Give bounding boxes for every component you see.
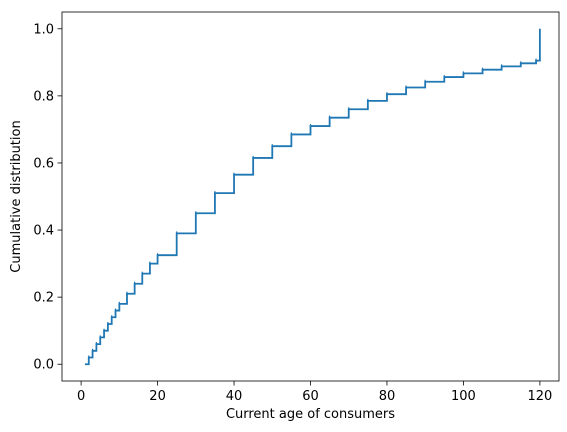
y-axis-label: Cumulative distribution (9, 120, 24, 272)
y-tick-label: 1.0 (33, 22, 54, 37)
x-tick-label: 40 (226, 389, 243, 404)
x-tick-label: 100 (451, 389, 476, 404)
x-tick-label: 80 (379, 389, 396, 404)
x-tick-label: 20 (149, 389, 166, 404)
y-tick-label: 0.2 (33, 291, 54, 306)
x-tick-label: 60 (302, 389, 319, 404)
y-tick-label: 0.8 (33, 89, 54, 104)
x-tick-label: 120 (527, 389, 552, 404)
x-axis-label: Current age of consumers (226, 407, 395, 422)
y-tick-label: 0.0 (33, 358, 54, 373)
x-tick-label: 0 (77, 389, 85, 404)
x-axis: 0 20 40 60 80 100 120 (77, 381, 552, 404)
y-axis: 0.0 0.2 0.4 0.6 0.8 1.0 (33, 22, 62, 373)
y-tick-label: 0.6 (33, 156, 54, 171)
y-tick-label: 0.4 (33, 224, 54, 239)
series-layer (84, 28, 541, 366)
